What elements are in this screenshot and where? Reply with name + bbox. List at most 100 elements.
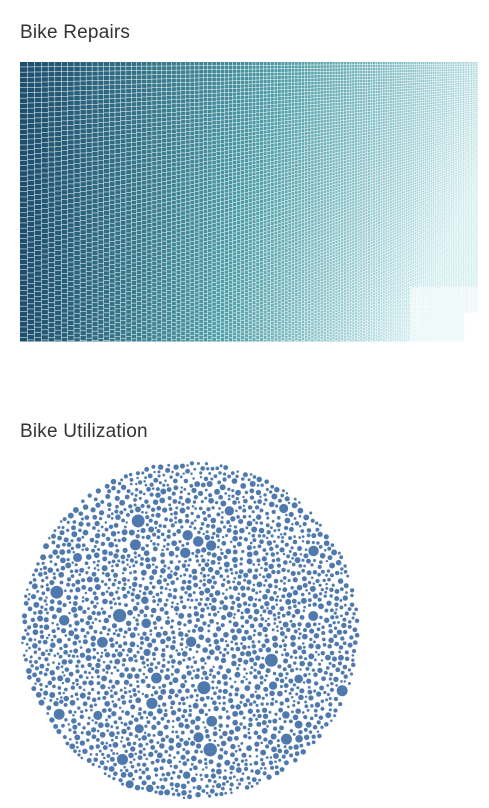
repair-tile[interactable] — [332, 194, 335, 198]
repair-tile[interactable] — [207, 89, 212, 94]
repair-tile[interactable] — [288, 182, 292, 186]
repair-tile[interactable] — [256, 94, 260, 99]
repair-tile[interactable] — [194, 143, 199, 147]
repair-tile[interactable] — [171, 108, 176, 112]
repair-tile[interactable] — [307, 171, 311, 175]
repair-tile[interactable] — [317, 107, 320, 111]
repair-tile[interactable] — [109, 172, 115, 177]
repair-tile[interactable] — [307, 277, 311, 281]
repair-tile[interactable] — [252, 139, 256, 143]
repair-tile[interactable] — [304, 262, 308, 265]
repair-tile[interactable] — [284, 141, 288, 145]
repair-tile[interactable] — [98, 169, 104, 175]
repair-tile[interactable] — [199, 271, 204, 275]
repair-tile[interactable] — [281, 334, 285, 338]
repair-tile[interactable] — [323, 180, 326, 184]
repair-tile[interactable] — [48, 117, 55, 122]
repair-tile[interactable] — [190, 303, 195, 307]
repair-tile[interactable] — [126, 93, 131, 98]
repair-tile[interactable] — [181, 91, 186, 95]
repair-tile[interactable] — [332, 254, 335, 258]
repair-tile[interactable] — [199, 178, 204, 183]
repair-tile[interactable] — [194, 301, 199, 305]
repair-tile[interactable] — [274, 139, 278, 143]
repair-tile[interactable] — [181, 256, 186, 261]
repair-tile[interactable] — [320, 123, 323, 127]
repair-tile[interactable] — [199, 267, 204, 271]
repair-tile[interactable] — [274, 125, 278, 129]
repair-tile[interactable] — [267, 126, 271, 130]
repair-tile[interactable] — [236, 337, 241, 342]
repair-tile[interactable] — [301, 320, 305, 324]
repair-tile[interactable] — [212, 192, 216, 196]
repair-tile[interactable] — [284, 193, 288, 197]
repair-tile[interactable] — [41, 127, 48, 133]
repair-tile[interactable] — [190, 217, 195, 221]
repair-tile[interactable] — [291, 79, 295, 83]
repair-tile[interactable] — [256, 332, 260, 336]
repair-tile[interactable] — [80, 90, 86, 96]
repair-tile[interactable] — [224, 189, 229, 193]
repair-tile[interactable] — [86, 238, 92, 243]
repair-tile[interactable] — [259, 87, 264, 91]
repair-tile[interactable] — [263, 238, 267, 242]
repair-tile[interactable] — [298, 207, 302, 211]
repair-tile[interactable] — [48, 112, 55, 117]
repair-tile[interactable] — [115, 222, 121, 227]
repair-tile[interactable] — [147, 219, 152, 224]
repair-tile[interactable] — [317, 318, 320, 322]
repair-tile[interactable] — [320, 233, 323, 237]
repair-tile[interactable] — [240, 242, 245, 246]
repair-tile[interactable] — [240, 84, 245, 88]
repair-tile[interactable] — [256, 138, 260, 142]
repair-tile[interactable] — [332, 131, 335, 135]
repair-tile[interactable] — [126, 98, 131, 103]
repair-tile[interactable] — [203, 313, 208, 318]
repair-tile[interactable] — [212, 168, 216, 172]
repair-tile[interactable] — [61, 283, 68, 289]
repair-tile[interactable] — [277, 335, 281, 339]
repair-tile[interactable] — [259, 62, 264, 66]
repair-tile[interactable] — [307, 240, 311, 244]
repair-tile[interactable] — [171, 179, 176, 184]
repair-tile[interactable] — [320, 197, 323, 201]
repair-tile[interactable] — [326, 97, 329, 100]
repair-tile[interactable] — [240, 268, 245, 272]
repair-tile[interactable] — [190, 139, 195, 144]
repair-tile[interactable] — [115, 176, 121, 181]
repair-tile[interactable] — [171, 238, 176, 243]
repair-tile[interactable] — [270, 307, 274, 311]
repair-tile[interactable] — [109, 292, 115, 297]
repair-tile[interactable] — [147, 158, 152, 162]
repair-tile[interactable] — [92, 128, 98, 133]
repair-tile[interactable] — [232, 81, 237, 85]
repair-tile[interactable] — [326, 135, 329, 139]
repair-tile[interactable] — [212, 239, 216, 243]
repair-tile[interactable] — [199, 166, 204, 171]
repair-tile[interactable] — [236, 209, 241, 213]
repair-tile[interactable] — [185, 238, 190, 243]
repair-tile[interactable] — [20, 114, 27, 119]
repair-tile[interactable] — [166, 265, 172, 270]
repair-tile[interactable] — [240, 107, 245, 111]
repair-tile[interactable] — [228, 314, 233, 319]
repair-tile[interactable] — [98, 80, 104, 85]
repair-tile[interactable] — [270, 218, 274, 222]
repair-tile[interactable] — [298, 163, 302, 167]
repair-tile[interactable] — [311, 233, 314, 237]
repair-tile[interactable] — [259, 207, 264, 211]
repair-tile[interactable] — [329, 163, 332, 167]
repair-tile[interactable] — [307, 257, 311, 261]
repair-tile[interactable] — [291, 226, 295, 230]
repair-tile[interactable] — [190, 311, 195, 315]
repair-tile[interactable] — [232, 111, 237, 115]
repair-tile[interactable] — [291, 301, 295, 305]
repair-tile[interactable] — [284, 75, 288, 79]
repair-tile[interactable] — [332, 181, 335, 185]
repair-tile[interactable] — [157, 242, 162, 247]
repair-tile[interactable] — [294, 72, 298, 76]
repair-tile[interactable] — [281, 205, 285, 208]
repair-tile[interactable] — [274, 111, 278, 115]
repair-tile[interactable] — [311, 65, 314, 69]
repair-tile[interactable] — [48, 207, 55, 212]
